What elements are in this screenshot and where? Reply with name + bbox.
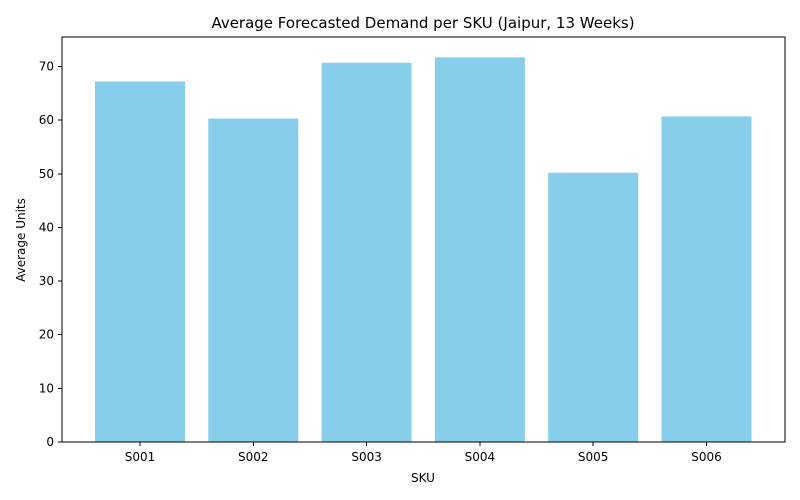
bar-s001 [95, 81, 185, 442]
y-tick-label: 70 [39, 60, 54, 74]
x-tick-label: S001 [125, 450, 156, 464]
y-tick-label: 30 [39, 274, 54, 288]
chart-title: Average Forecasted Demand per SKU (Jaipu… [211, 14, 634, 32]
bar-s005 [548, 172, 639, 443]
bar-s006 [661, 116, 752, 442]
x-tick-label: S006 [691, 450, 722, 464]
bar-s003 [321, 62, 412, 442]
bar-s002 [208, 118, 299, 442]
y-tick-label: 10 [39, 381, 54, 395]
x-axis-label: SKU [411, 471, 435, 485]
bar-s004 [434, 57, 525, 443]
y-axis-label: Average Units [14, 198, 28, 282]
y-axis: 0 10 20 30 40 50 60 70 [39, 60, 62, 449]
x-tick-label: S004 [465, 450, 496, 464]
bars [95, 57, 752, 443]
x-axis: S001 S002 S003 S004 S005 S006 [125, 442, 722, 464]
y-tick-label: 40 [39, 220, 54, 234]
y-tick-label: 0 [46, 435, 54, 449]
x-tick-label: S002 [238, 450, 269, 464]
plot-area: 0 10 20 30 40 50 60 70 S001 S002 S003 S004 S005 S006 [39, 36, 786, 464]
y-tick-label: 20 [39, 328, 54, 342]
y-tick-label: 50 [39, 167, 54, 181]
y-tick-label: 60 [39, 113, 54, 127]
plot-frame [61, 36, 786, 443]
x-tick-label: S003 [351, 450, 382, 464]
x-tick-label: S005 [578, 450, 609, 464]
